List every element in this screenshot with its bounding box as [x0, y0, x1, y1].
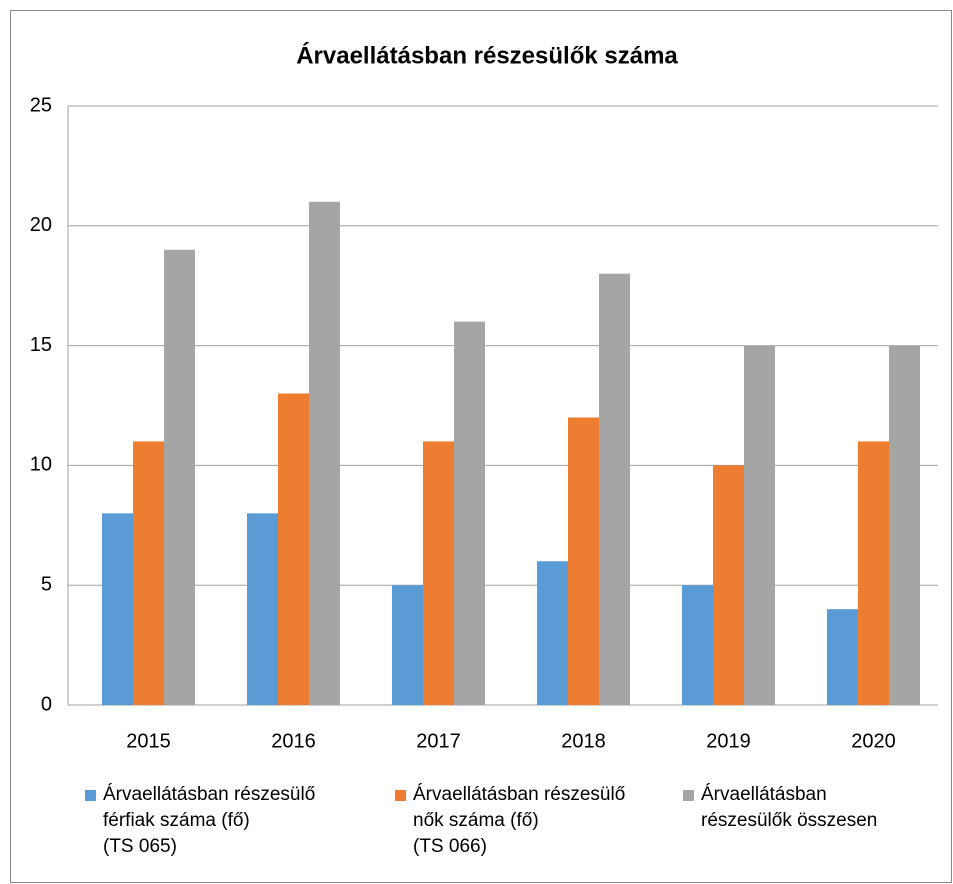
y-tick-label: 5: [41, 573, 52, 595]
bar: [454, 321, 485, 705]
y-tick-label: 25: [30, 94, 52, 116]
bar: [423, 441, 454, 705]
legend-label: Árvaellátásban részesülő nők száma (fő) …: [413, 784, 626, 857]
legend-label: Árvaellátásban részesülő férfiak száma (…: [103, 784, 316, 857]
x-tick-label: 2016: [271, 730, 316, 752]
y-tick-label: 20: [30, 214, 52, 236]
x-tick-label: 2015: [126, 730, 171, 752]
bar: [278, 393, 309, 705]
y-tick-label: 0: [41, 693, 52, 715]
bar: [164, 249, 195, 705]
x-tick-label: 2017: [416, 730, 461, 752]
bar: [133, 441, 164, 705]
bar: [599, 273, 630, 705]
bar: [858, 441, 889, 705]
bar: [568, 417, 599, 705]
legend-swatch: [683, 790, 694, 801]
x-tick-label: 2018: [561, 730, 606, 752]
legend-swatch: [395, 790, 406, 801]
bar: [744, 345, 775, 705]
x-tick-label: 2019: [706, 730, 751, 752]
legend-label: Árvaellátásban részesülők összesen: [701, 784, 878, 831]
bar: [713, 465, 744, 705]
legend-swatch: [85, 790, 96, 801]
bar: [102, 513, 133, 705]
bar: [247, 513, 278, 705]
bar: [682, 585, 713, 705]
bar: [392, 585, 423, 705]
y-tick-label: 10: [30, 454, 52, 476]
bar: [889, 345, 920, 705]
chart-title: Árvaellátásban részesülők száma: [296, 41, 678, 69]
bar: [537, 561, 568, 705]
y-tick-label: 15: [30, 334, 52, 356]
bar: [309, 201, 340, 705]
x-tick-label: 2020: [851, 730, 896, 752]
bar: [827, 609, 858, 705]
